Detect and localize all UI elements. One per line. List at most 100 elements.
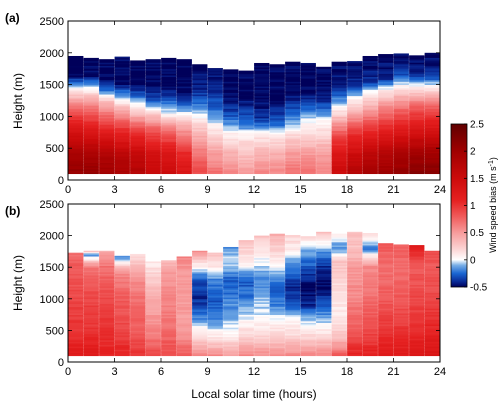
heatmap-cell <box>192 83 208 85</box>
heatmap-cell <box>145 331 161 334</box>
heatmap-cell <box>393 324 409 327</box>
heatmap-cell <box>83 286 99 289</box>
heatmap-cell <box>331 141 347 144</box>
heatmap-cell <box>238 335 254 338</box>
heatmap-cell <box>207 98 223 101</box>
heatmap-cell <box>161 98 177 101</box>
heatmap-cell <box>161 127 177 130</box>
heatmap-cell <box>347 292 363 295</box>
heatmap-cell <box>145 113 161 116</box>
heatmap-cell <box>68 281 84 284</box>
heatmap-cell <box>130 327 146 330</box>
heatmap-cell <box>362 141 378 144</box>
heatmap-cell <box>114 298 130 301</box>
heatmap-cell <box>393 350 409 353</box>
heatmap-cell <box>68 76 84 79</box>
heatmap-cell <box>331 97 347 100</box>
heatmap-cell <box>362 256 378 259</box>
heatmap-cell <box>362 86 378 89</box>
heatmap-cell <box>362 133 378 136</box>
heatmap-cell <box>424 146 440 149</box>
heatmap-cell <box>238 336 254 339</box>
heatmap-cell <box>176 92 192 95</box>
heatmap-cell <box>378 146 394 149</box>
heatmap-cell <box>130 295 146 298</box>
heatmap-cell <box>331 294 347 297</box>
heatmap-cell <box>378 306 394 309</box>
heatmap-cell <box>331 235 347 238</box>
heatmap-cell <box>362 270 378 273</box>
heatmap-cell <box>207 129 223 132</box>
heatmap-cell <box>378 297 394 300</box>
heatmap-cell <box>300 322 316 325</box>
heatmap-cell <box>238 290 254 293</box>
heatmap-cell <box>378 138 394 141</box>
heatmap-cell <box>424 298 440 301</box>
y-tick-label: 500 <box>46 325 64 337</box>
heatmap-cell <box>83 319 99 322</box>
heatmap-cell <box>176 354 192 357</box>
heatmap-cell <box>145 94 161 97</box>
heatmap-cell <box>300 159 316 162</box>
heatmap-cell <box>83 92 99 95</box>
heatmap-cell <box>269 335 285 338</box>
heatmap-cell <box>130 137 146 140</box>
heatmap-cell <box>223 130 239 133</box>
heatmap-cell <box>68 75 84 78</box>
heatmap-cell <box>331 63 347 66</box>
heatmap-cell <box>238 125 254 128</box>
heatmap-cell <box>130 303 146 306</box>
heatmap-cell <box>331 289 347 292</box>
heatmap-cell <box>83 317 99 320</box>
heatmap-cell <box>223 94 239 97</box>
heatmap-cell <box>99 320 115 323</box>
heatmap-cell <box>99 346 115 349</box>
heatmap-cell <box>192 67 208 70</box>
heatmap-cell <box>331 148 347 151</box>
heatmap-cell <box>83 97 99 100</box>
heatmap-cell <box>347 314 363 317</box>
heatmap-cell <box>238 83 254 85</box>
heatmap-cell <box>145 295 161 298</box>
heatmap-cell <box>316 151 332 154</box>
heatmap-cell <box>130 265 146 268</box>
heatmap-cell <box>238 297 254 300</box>
heatmap-cell <box>114 172 130 175</box>
heatmap-cell <box>316 165 332 168</box>
heatmap-cell <box>378 127 394 130</box>
heatmap-cell <box>176 154 192 157</box>
heatmap-cell <box>223 138 239 141</box>
heatmap-cell <box>223 69 239 71</box>
heatmap-cell <box>114 292 130 295</box>
heatmap-cell <box>99 308 115 311</box>
heatmap-cell <box>347 90 363 93</box>
heatmap-cell <box>83 283 99 285</box>
heatmap-cell <box>362 125 378 128</box>
heatmap-cell <box>83 63 99 66</box>
heatmap-cell <box>207 294 223 297</box>
heatmap-cell <box>409 308 425 311</box>
heatmap-cell <box>300 125 316 128</box>
heatmap-cell <box>316 122 332 125</box>
heatmap-cell <box>161 65 177 68</box>
heatmap-cell <box>176 347 192 350</box>
heatmap-cell <box>176 117 192 120</box>
heatmap-column <box>254 235 270 357</box>
heatmap-cell <box>99 135 115 138</box>
heatmap-cell <box>424 297 440 300</box>
heatmap-cell <box>316 350 332 353</box>
heatmap-cell <box>161 102 177 105</box>
heatmap-cell <box>300 170 316 173</box>
panel-a-heatmap <box>68 52 440 175</box>
heatmap-cell <box>424 81 440 84</box>
heatmap-cell <box>68 273 84 276</box>
heatmap-cell <box>362 124 378 127</box>
heatmap-cell <box>192 98 208 101</box>
heatmap-cell <box>207 143 223 146</box>
heatmap-cell <box>269 100 285 103</box>
heatmap-cell <box>269 313 285 315</box>
heatmap-cell <box>269 344 285 347</box>
heatmap-cell <box>424 279 440 282</box>
heatmap-cell <box>223 160 239 163</box>
heatmap-cell <box>269 86 285 89</box>
